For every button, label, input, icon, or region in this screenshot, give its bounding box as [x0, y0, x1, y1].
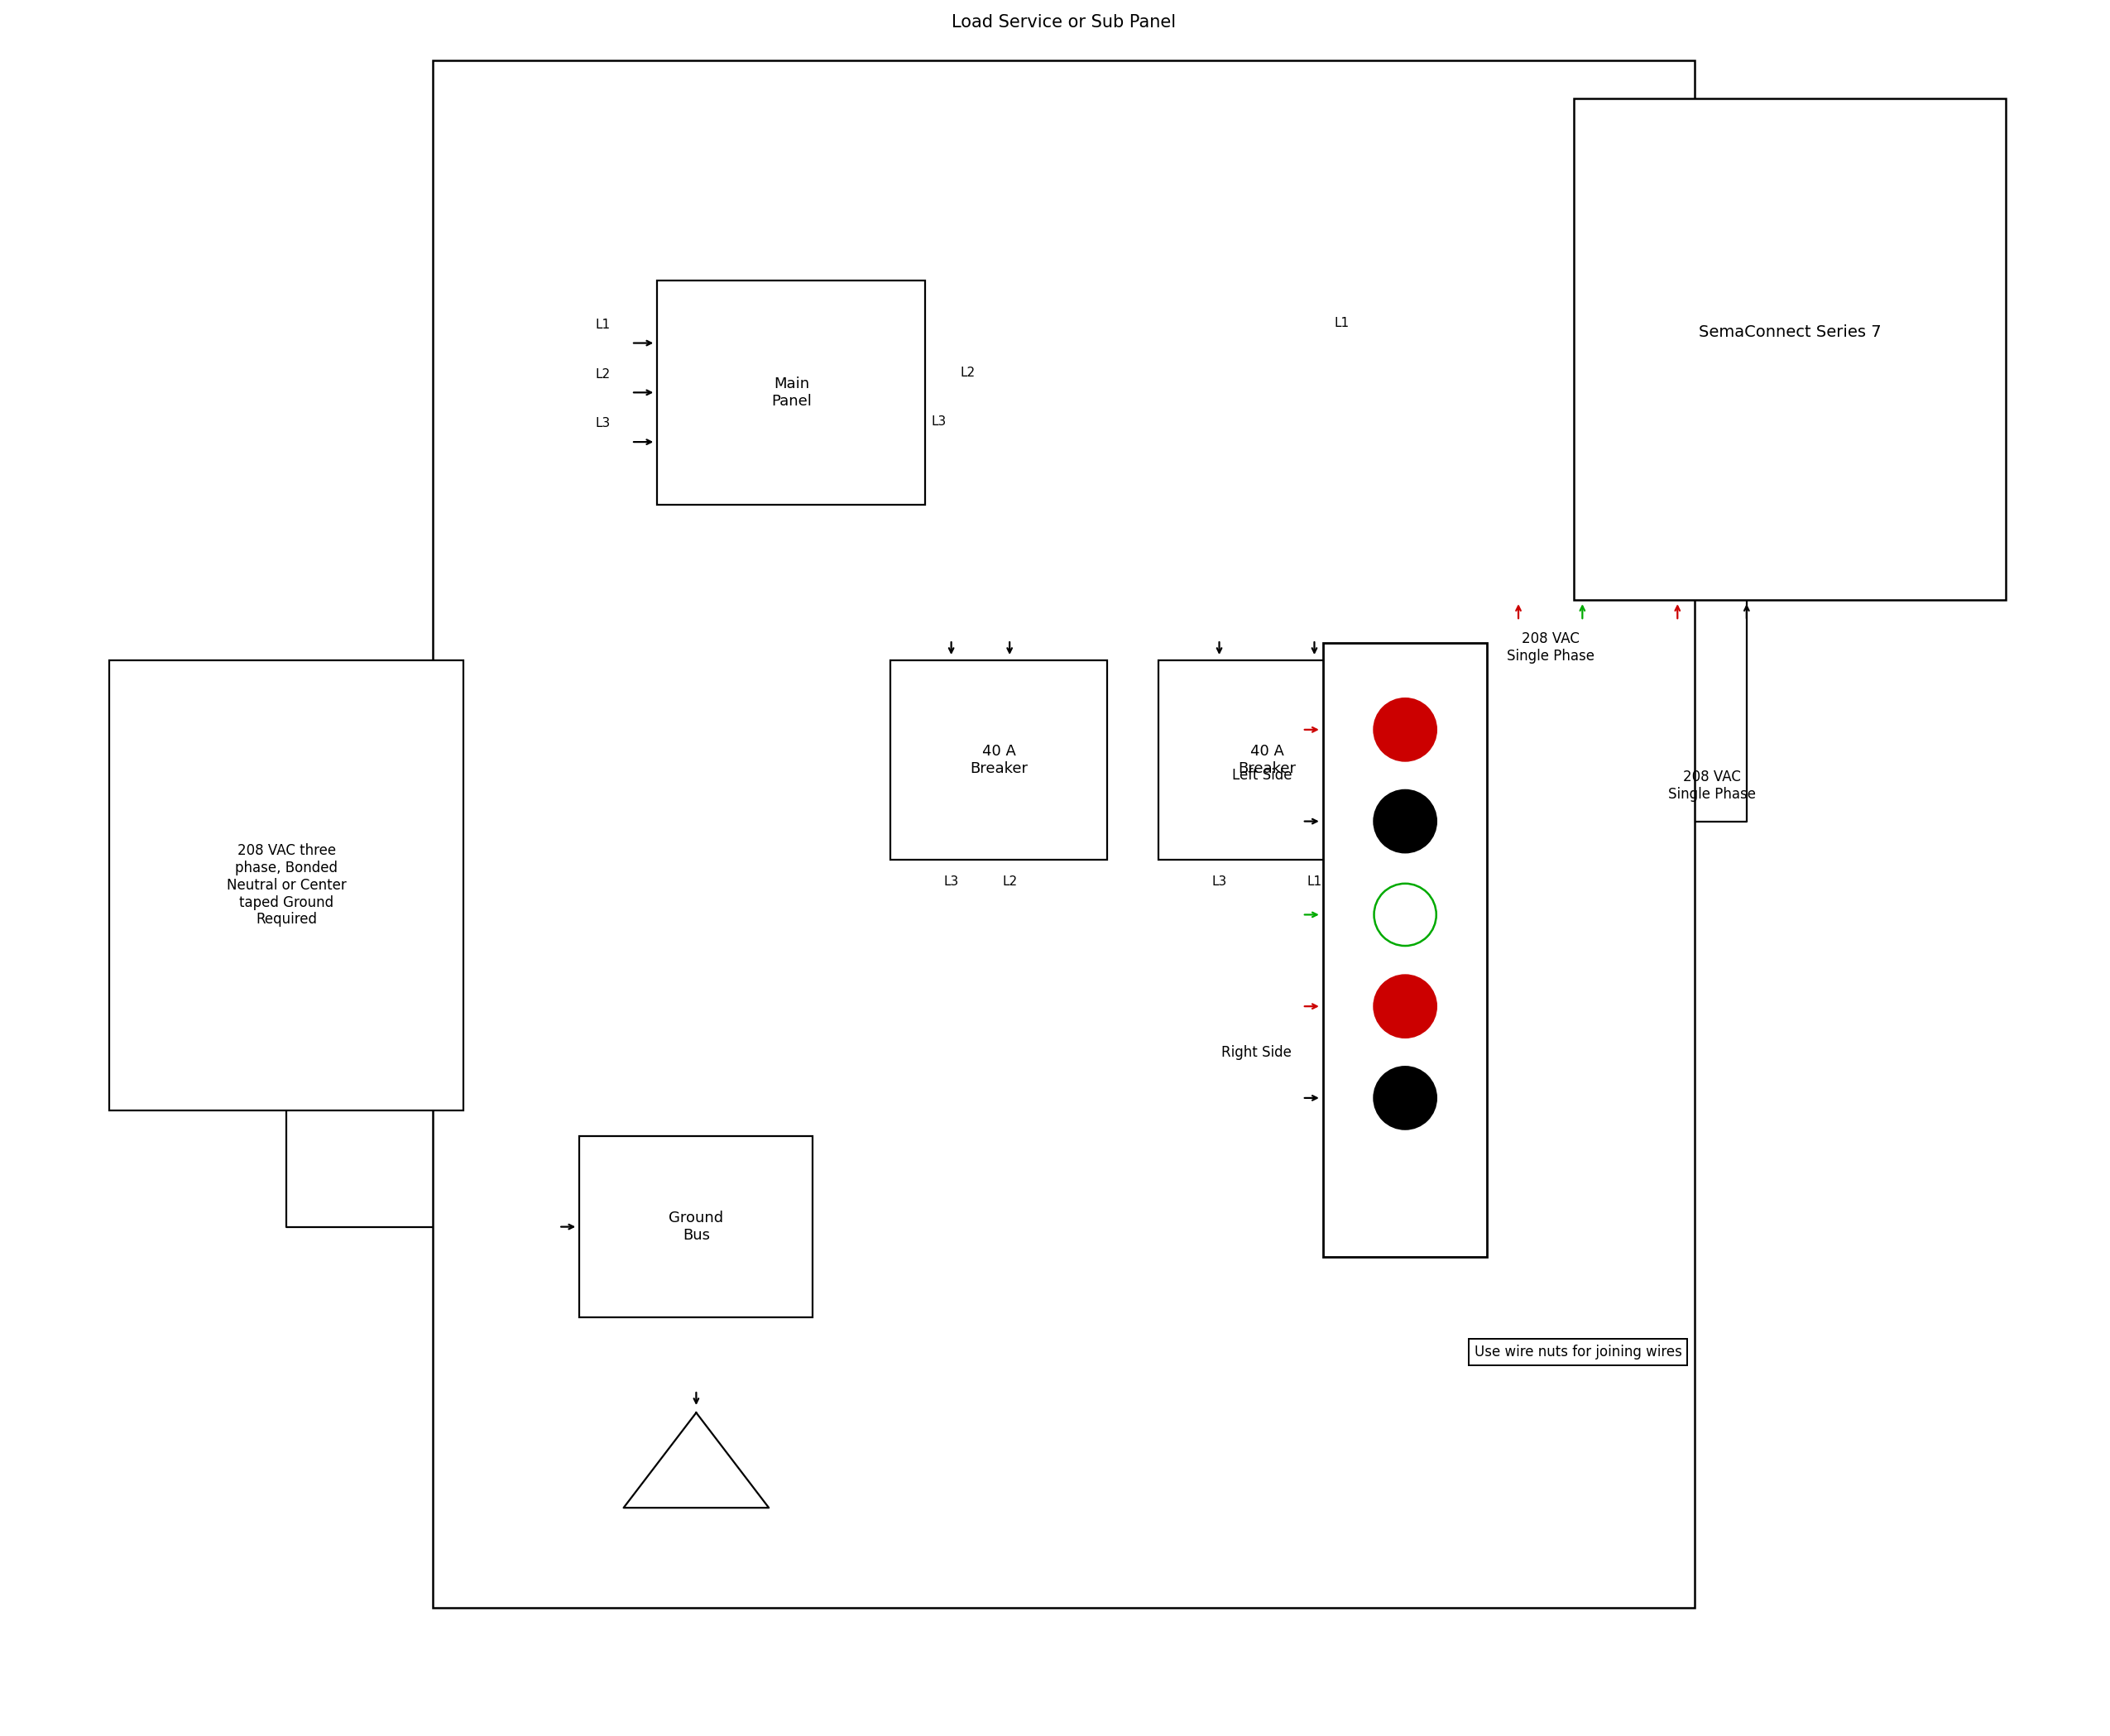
Text: SemaConnect Series 7: SemaConnect Series 7 — [1699, 325, 1882, 340]
Circle shape — [1374, 976, 1437, 1038]
Text: 208 VAC
Single Phase: 208 VAC Single Phase — [1507, 632, 1595, 663]
Circle shape — [1374, 1068, 1437, 1128]
Text: L2: L2 — [960, 366, 975, 378]
Text: 208 VAC three
phase, Bonded
Neutral or Center
taped Ground
Required: 208 VAC three phase, Bonded Neutral or C… — [226, 844, 346, 927]
Text: L1: L1 — [1306, 875, 1321, 889]
Text: 208 VAC
Single Phase: 208 VAC Single Phase — [1669, 769, 1756, 802]
Text: 40 A
Breaker: 40 A Breaker — [971, 745, 1028, 776]
Bar — [1574, 99, 2007, 601]
Text: Ground
Bus: Ground Bus — [669, 1210, 724, 1243]
Bar — [580, 1135, 812, 1318]
Text: Main
Panel: Main Panel — [770, 377, 812, 408]
Bar — [110, 660, 464, 1109]
Text: L3: L3 — [931, 415, 947, 429]
Circle shape — [1374, 698, 1437, 760]
Bar — [433, 61, 1694, 1608]
Text: L1: L1 — [1334, 316, 1348, 330]
Text: 40 A
Breaker: 40 A Breaker — [1239, 745, 1296, 776]
Circle shape — [1374, 884, 1437, 946]
Text: L2: L2 — [1002, 875, 1017, 889]
Bar — [1158, 660, 1376, 859]
Text: L3: L3 — [943, 875, 958, 889]
Text: L1: L1 — [595, 318, 610, 332]
Bar — [1323, 644, 1488, 1257]
Text: Right Side: Right Side — [1222, 1045, 1291, 1059]
Text: Load Service or Sub Panel: Load Service or Sub Panel — [952, 14, 1175, 31]
Circle shape — [1374, 790, 1437, 852]
Text: L2: L2 — [595, 368, 610, 380]
Bar — [658, 279, 926, 505]
Text: L3: L3 — [1211, 875, 1226, 889]
Text: Use wire nuts for joining wires: Use wire nuts for joining wires — [1475, 1345, 1682, 1359]
Text: Left Side: Left Side — [1232, 767, 1291, 783]
Text: L3: L3 — [595, 417, 610, 431]
Bar — [890, 660, 1108, 859]
